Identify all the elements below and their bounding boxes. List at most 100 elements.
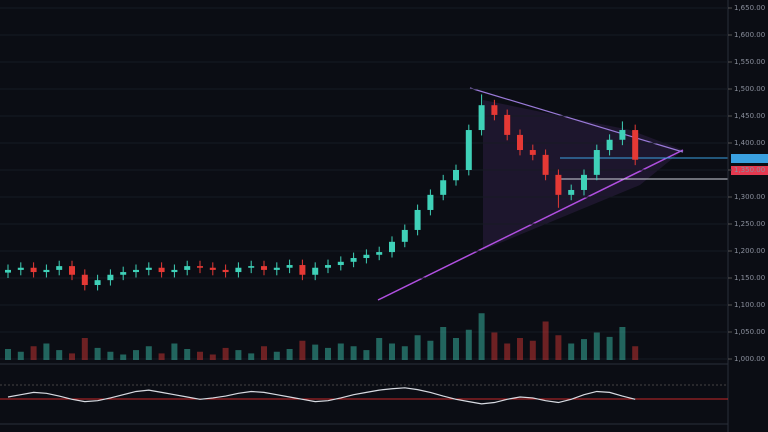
y-tick-label: 1,200.00: [734, 247, 765, 255]
volume-bar: [286, 349, 293, 360]
candle-body: [401, 229, 408, 242]
y-tick-label: 1,500.00: [734, 85, 765, 93]
volume-bar: [427, 340, 434, 360]
volume-bar: [56, 350, 63, 360]
volume-bar: [94, 347, 101, 360]
y-tick-label: 1,650.00: [734, 4, 765, 12]
candle-body: [478, 105, 485, 131]
candle-body: [363, 254, 370, 259]
candle-body: [56, 266, 63, 270]
volume-bar: [555, 335, 562, 360]
candle-body: [312, 267, 319, 275]
volume-bar: [312, 344, 319, 360]
volume-bar: [30, 346, 37, 360]
volume-bar: [465, 329, 472, 360]
volume-bar: [504, 343, 511, 360]
candle-body: [632, 130, 639, 160]
candle-body: [248, 266, 255, 268]
volume-bar: [69, 353, 75, 360]
y-tick-label: 1,000.00: [734, 355, 765, 363]
candle-body: [568, 189, 575, 195]
candle-body: [414, 209, 421, 230]
candle-body: [325, 265, 331, 268]
candle-body: [337, 261, 344, 266]
volume-bar: [389, 343, 395, 360]
volume-bar: [529, 340, 536, 360]
candle-body: [81, 274, 88, 286]
candle-body: [209, 267, 216, 270]
volume-bar: [440, 327, 447, 360]
volume-bar: [491, 332, 498, 360]
volume-bar: [81, 338, 88, 360]
candle-body: [171, 269, 178, 273]
volume-bar: [5, 349, 11, 360]
volume-bar: [222, 347, 229, 360]
trendline: [377, 149, 684, 301]
volume-bar: [517, 338, 523, 360]
candle-body: [158, 267, 165, 273]
volume-bar: [248, 353, 255, 360]
candle-body: [286, 265, 293, 268]
oscillator-line: [7, 387, 636, 405]
volume-bar: [133, 350, 139, 360]
trendline: [469, 87, 684, 153]
candle-body: [30, 267, 37, 273]
volume-bar: [606, 336, 613, 360]
candle-body: [376, 252, 383, 255]
volume-bar: [299, 340, 306, 360]
y-tick-label: 1,050.00: [734, 328, 765, 336]
volume-bar: [568, 343, 575, 360]
price-tag: [731, 154, 768, 163]
volume-bar: [158, 353, 165, 360]
volume-bar: [261, 346, 267, 360]
volume-bar: [542, 321, 549, 360]
candle-body: [529, 150, 536, 155]
candle-body: [120, 272, 127, 275]
candle-body: [491, 105, 498, 115]
candle-body: [350, 258, 357, 262]
volume-bar: [197, 351, 203, 360]
candle-body: [94, 280, 101, 286]
candle-body: [465, 130, 472, 170]
candle-body: [606, 139, 613, 151]
price-tag: [731, 166, 768, 175]
candle-body: [69, 266, 75, 275]
volume-bar: [581, 339, 587, 360]
candle-body: [581, 174, 587, 190]
volume-bar: [363, 350, 370, 360]
candle-body: [17, 267, 24, 270]
candle-body: [593, 150, 600, 175]
y-tick-label: 1,250.00: [734, 220, 765, 228]
candle-body: [5, 269, 11, 273]
y-tick-label: 1,100.00: [734, 301, 765, 309]
candle-body: [184, 266, 191, 270]
y-tick-label: 1,550.00: [734, 58, 765, 66]
y-tick-label: 1,150.00: [734, 274, 765, 282]
volume-bar: [120, 354, 127, 360]
volume-bar: [209, 354, 216, 360]
volume-bar: [478, 313, 485, 360]
volume-bar: [376, 338, 383, 360]
volume-bar: [632, 346, 639, 360]
candle-body: [222, 269, 229, 273]
candle-body: [504, 114, 511, 135]
volume-bar: [184, 349, 191, 360]
candle-body: [261, 266, 267, 270]
volume-bar: [350, 346, 357, 360]
volume-bar: [337, 343, 344, 360]
y-tick-label: 1,600.00: [734, 31, 765, 39]
volume-bar: [273, 351, 280, 360]
candle-body: [273, 267, 280, 270]
volume-bar: [325, 347, 331, 360]
candle-body: [517, 134, 523, 151]
candle-body: [440, 180, 447, 195]
candle-body: [197, 266, 203, 268]
candle-body: [542, 154, 549, 175]
volume-bar: [619, 327, 626, 360]
candle-body: [389, 241, 395, 253]
volume-bar: [414, 335, 421, 360]
volume-bar: [453, 338, 459, 360]
